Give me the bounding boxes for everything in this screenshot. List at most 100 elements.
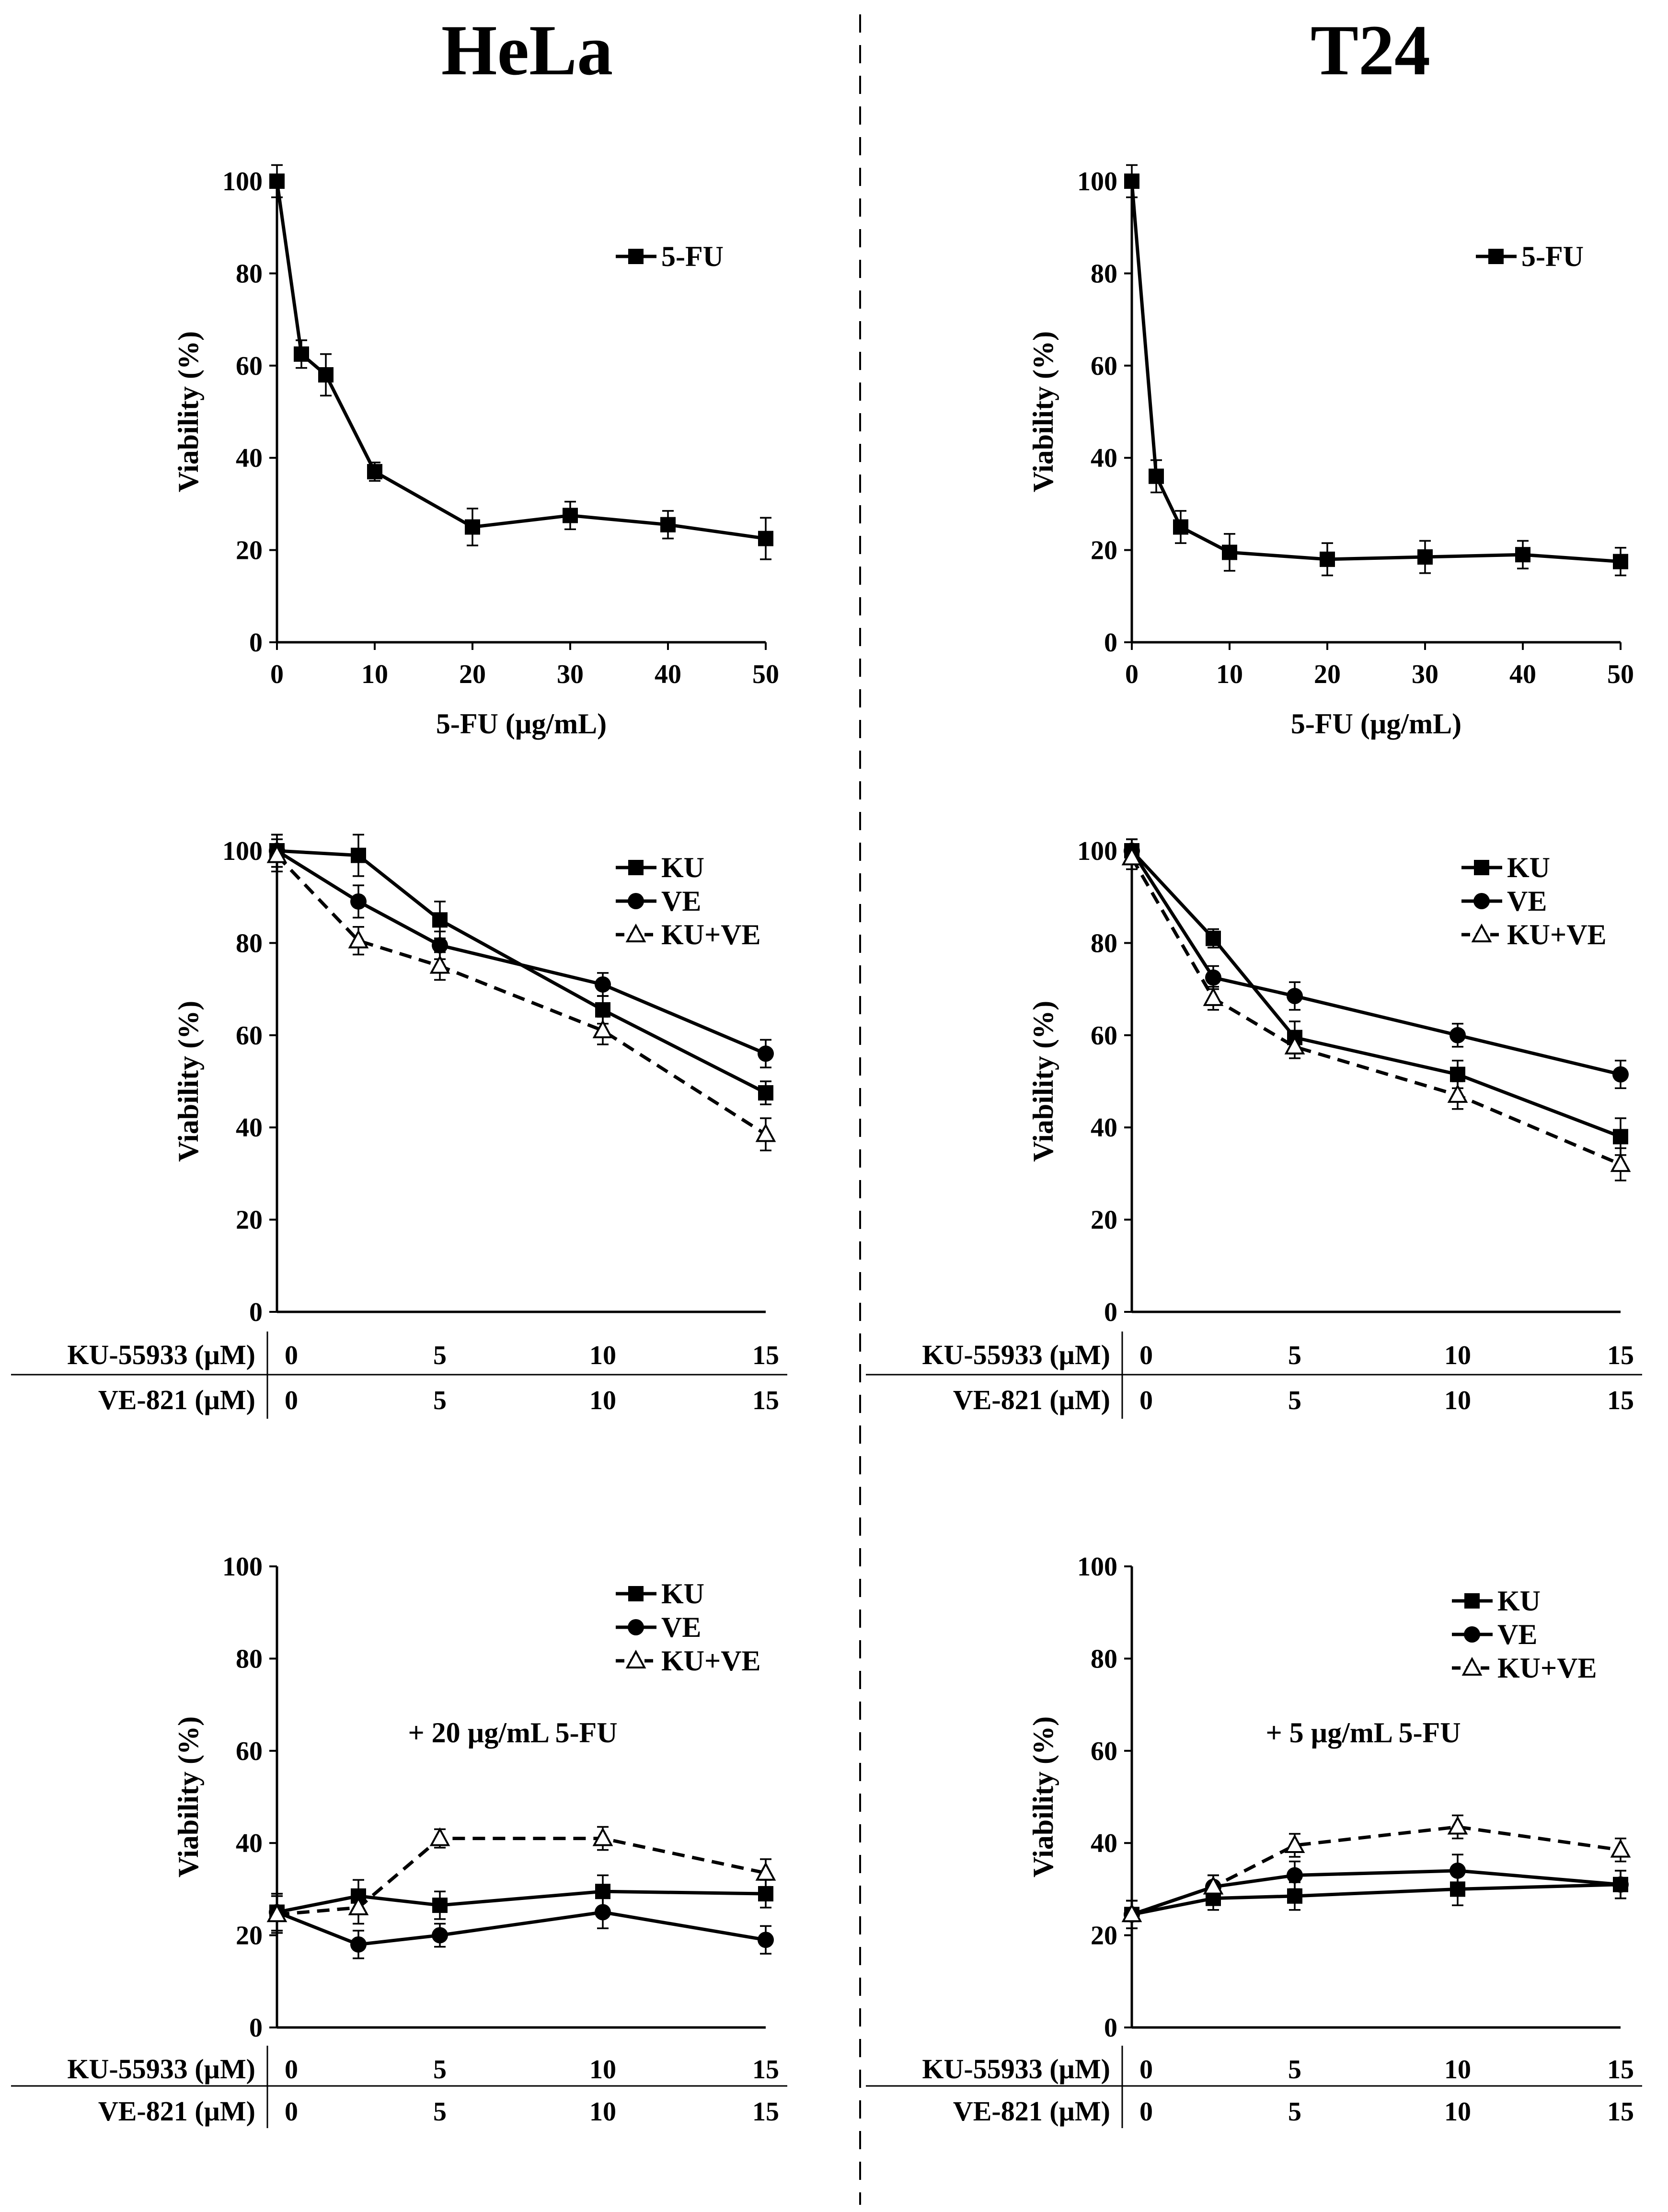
data-point (1222, 544, 1237, 560)
table-cell: 0 (285, 1341, 298, 1370)
data-point (1203, 987, 1224, 1006)
data-point (1449, 1862, 1466, 1879)
y-tick-label: 100 (1077, 836, 1117, 866)
row-label-ve: VE-821 (µM) (98, 1384, 255, 1415)
data-point (350, 893, 367, 910)
series-line (1130, 849, 1622, 1138)
data-point (269, 174, 285, 189)
data-point (755, 1123, 776, 1142)
data-point (1121, 1903, 1142, 1922)
data-point (294, 346, 309, 362)
data-point (595, 976, 611, 993)
y-tick-label: 20 (1091, 536, 1117, 566)
y-tick-label: 40 (1091, 443, 1117, 473)
legend-marker (1473, 893, 1490, 909)
y-tick-label: 80 (1091, 1644, 1117, 1674)
x-tick-label: 30 (557, 660, 584, 689)
table-cell: 15 (1607, 2055, 1634, 2085)
data-point (1610, 1153, 1631, 1172)
x-tick-label: 30 (1412, 660, 1438, 689)
table-cell: 10 (1444, 1341, 1471, 1370)
data-point (318, 367, 334, 383)
series-ve (269, 1893, 774, 1959)
y-axis-title: Viability (%) (1027, 1001, 1059, 1162)
legend-marker (628, 860, 644, 875)
table-cell: 15 (752, 1341, 779, 1370)
legend-label: VE (661, 1611, 701, 1643)
y-tick-label: 60 (236, 351, 263, 381)
legend: 5-FU (616, 241, 724, 272)
data-point (755, 1862, 776, 1881)
y-tick-label: 60 (1091, 1021, 1117, 1051)
data-point (595, 1002, 610, 1018)
table-cell: 5 (1288, 1386, 1301, 1415)
legend-marker (1464, 1626, 1480, 1643)
legend-marker (1464, 1593, 1480, 1609)
row-label-ve: VE-821 (µM) (953, 2096, 1110, 2127)
x-tick-label: 50 (1607, 660, 1634, 689)
legend-marker (625, 923, 646, 942)
legend-label: KU+VE (1497, 1652, 1597, 1684)
table-cell: 5 (1288, 1341, 1301, 1370)
legend-marker (1474, 860, 1489, 875)
x-tick-label: 20 (1314, 660, 1341, 689)
table-cell: 0 (285, 1386, 298, 1415)
data-point (1206, 930, 1221, 946)
data-point (1124, 174, 1139, 189)
data-point (432, 912, 448, 928)
data-point (367, 464, 382, 480)
data-point (350, 1936, 367, 1953)
data-point (1149, 468, 1164, 484)
data-point (1612, 1066, 1629, 1083)
table-cell: 0 (1139, 1386, 1153, 1415)
column-title-hela: HeLa (441, 11, 613, 90)
y-axis-title: Viability (%) (1027, 1716, 1059, 1877)
legend-marker (628, 1619, 644, 1635)
row-label-ku: KU-55933 (µM) (67, 2053, 255, 2085)
series-ve (1124, 838, 1629, 1089)
legend-label: KU (1507, 852, 1550, 883)
series-ve (1124, 1853, 1629, 1929)
data-point (758, 1045, 774, 1062)
legend-marker (1488, 249, 1504, 264)
series-line (275, 181, 766, 541)
x-tick-label: 10 (1216, 660, 1243, 689)
y-tick-label: 100 (1077, 1552, 1117, 1582)
data-point (563, 508, 578, 523)
y-tick-label: 60 (236, 1737, 263, 1766)
data-point (432, 1927, 448, 1944)
row-label-ku: KU-55933 (µM) (67, 1339, 255, 1370)
legend-marker (628, 249, 644, 264)
data-point (432, 1898, 448, 1913)
data-point (1320, 551, 1335, 567)
x-axis-title: 5-FU (µg/mL) (1291, 708, 1461, 740)
legend-label: 5-FU (1521, 241, 1584, 272)
x-tick-label: 50 (752, 660, 779, 689)
data-point (1515, 547, 1530, 563)
y-tick-label: 40 (236, 1113, 263, 1143)
y-tick-label: 20 (1091, 1205, 1117, 1235)
data-point (1613, 1129, 1628, 1145)
data-point (1121, 846, 1142, 866)
series-5-fu (1124, 164, 1628, 577)
concentration-table: KU-55933 (µM) 0 5 10 15 VE-821 (µM) 0 5 10 15 (11, 1332, 787, 1419)
treatment-annotation: + 5 µg/mL 5-FU (1265, 1717, 1461, 1749)
y-tick-label: 40 (236, 1829, 263, 1858)
table-cell: 5 (433, 1386, 447, 1415)
series-line (276, 1837, 766, 1916)
data-point (266, 1903, 288, 1922)
data-point (592, 1827, 613, 1846)
data-point (1287, 1888, 1302, 1904)
data-point (1417, 549, 1433, 565)
data-point (1205, 969, 1221, 986)
legend-marker (1471, 923, 1492, 942)
table-cell: 15 (752, 2097, 779, 2127)
row-label-ve: VE-821 (µM) (953, 1384, 1110, 1415)
